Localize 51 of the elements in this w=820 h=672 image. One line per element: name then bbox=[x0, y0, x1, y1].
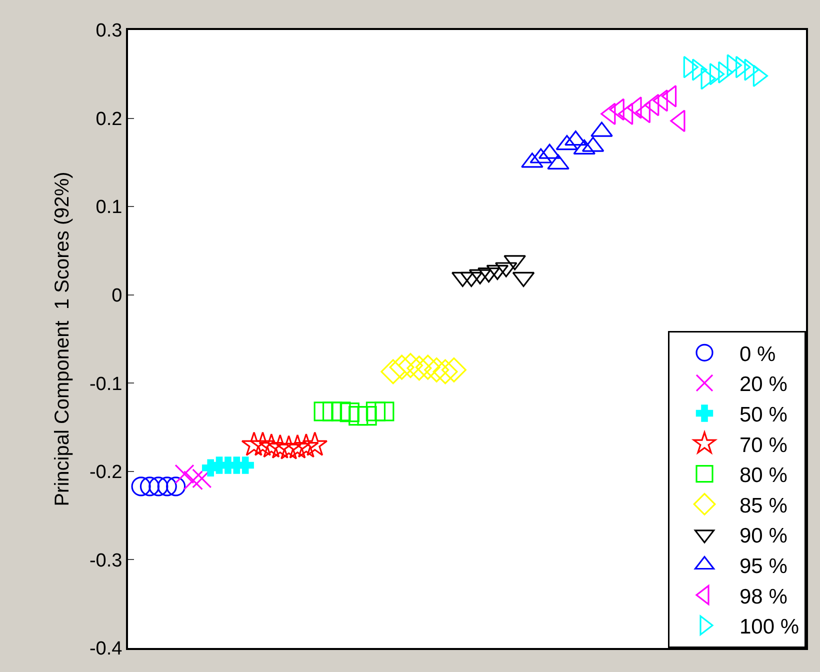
point bbox=[340, 402, 360, 422]
y-tick-label: -0.2 bbox=[89, 462, 122, 484]
y-tick-label: 0 bbox=[112, 286, 122, 307]
point bbox=[398, 352, 423, 378]
point bbox=[267, 434, 293, 459]
y-tick-label: 0.1 bbox=[96, 197, 122, 218]
y-tick-label: 0.2 bbox=[96, 108, 122, 130]
point bbox=[241, 432, 267, 456]
point bbox=[389, 354, 414, 380]
point bbox=[276, 435, 302, 460]
legend-label: 80 % bbox=[740, 464, 788, 488]
y-tick-label: 0.3 bbox=[96, 20, 122, 42]
point bbox=[302, 432, 328, 456]
point bbox=[250, 432, 276, 456]
legend-label: 100 % bbox=[740, 616, 800, 639]
point bbox=[183, 470, 203, 490]
y-tick-label: -0.4 bbox=[89, 638, 123, 660]
y-axis-title: Principal Component 1 Scores (92%) bbox=[51, 172, 74, 506]
point bbox=[258, 433, 284, 458]
point bbox=[374, 402, 394, 422]
point bbox=[415, 354, 440, 380]
point bbox=[406, 356, 432, 381]
legend-label: 70 % bbox=[740, 434, 788, 457]
point bbox=[314, 402, 334, 422]
legend-label: 85 % bbox=[740, 494, 788, 518]
point bbox=[148, 476, 168, 496]
legend-label: 0 % bbox=[740, 342, 776, 366]
point bbox=[192, 468, 212, 488]
legend-label: 95 % bbox=[740, 554, 788, 578]
point bbox=[348, 406, 368, 426]
point bbox=[441, 357, 466, 382]
legend-label: 98 % bbox=[740, 585, 788, 608]
point bbox=[424, 357, 450, 382]
y-tick-label: -0.3 bbox=[89, 550, 122, 572]
legend-label: 50 % bbox=[740, 403, 788, 426]
point bbox=[366, 402, 386, 422]
point bbox=[166, 476, 186, 496]
point bbox=[284, 434, 310, 459]
point bbox=[357, 406, 377, 426]
point bbox=[322, 402, 342, 422]
point bbox=[131, 476, 151, 496]
point bbox=[174, 464, 194, 484]
y-tick-label: -0.1 bbox=[89, 374, 122, 395]
point bbox=[140, 476, 160, 496]
legend-label: 20 % bbox=[740, 373, 788, 396]
point bbox=[157, 476, 177, 496]
point bbox=[293, 433, 319, 458]
point bbox=[331, 402, 351, 422]
point bbox=[432, 359, 458, 384]
point bbox=[380, 359, 406, 384]
legend-label: 90 % bbox=[740, 524, 788, 548]
